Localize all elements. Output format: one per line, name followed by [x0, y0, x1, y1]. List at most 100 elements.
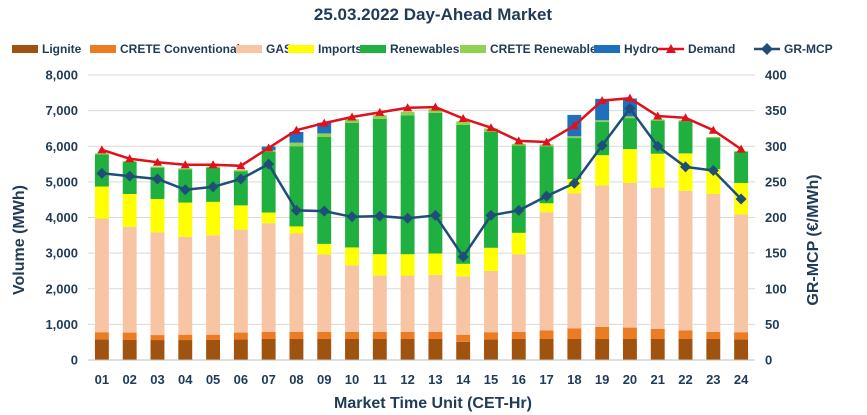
bar-segment-lignite-12: [400, 338, 415, 360]
legend-item-renewables: Renewables: [360, 42, 460, 56]
bar-segment-crete-renewables-08: [289, 142, 304, 147]
bar-segment-lignite-15: [484, 339, 498, 360]
bar-segment-gas-08: [289, 233, 304, 332]
legend-swatch: [90, 45, 116, 53]
bar-segment-lignite-23: [706, 338, 721, 360]
bar-segment-renewables-23: [706, 138, 721, 170]
bar-segment-gas-13: [428, 274, 443, 332]
bar-segment-crete-conventional-06: [233, 332, 248, 340]
bar-segment-crete-conventional-22: [678, 330, 693, 339]
bar-segment-lignite-03: [150, 340, 165, 360]
y2-tick-label: 300: [765, 139, 787, 154]
legend-swatch: [460, 45, 486, 53]
bar-segment-crete-conventional-04: [178, 334, 193, 341]
chart-title: 25.03.2022 Day-Ahead Market: [314, 5, 552, 24]
bar-segment-gas-11: [372, 275, 387, 332]
bar-segment-lignite-02: [122, 339, 137, 360]
demand-marker-24: [736, 144, 746, 153]
bar-segment-imports-12: [400, 254, 415, 276]
bar-segment-crete-conventional-21: [650, 329, 665, 339]
gr-mcp-marker-08: [290, 204, 302, 216]
demand-marker-08: [291, 125, 301, 134]
demand-marker-04: [180, 160, 190, 169]
gr-mcp-marker-23: [707, 164, 719, 176]
x-tick-label: 22: [678, 372, 692, 387]
bar-segment-gas-06: [233, 229, 248, 333]
bar-segment-lignite-05: [206, 339, 221, 360]
legend-swatch: [360, 45, 386, 53]
demand-marker-05: [208, 160, 218, 169]
demand-marker-18: [569, 121, 579, 130]
demand-marker-07: [264, 143, 274, 152]
demand-marker-23: [708, 125, 718, 134]
legend-swatch: [594, 45, 620, 53]
gr-mcp-marker-19: [596, 140, 608, 152]
bar-segment-crete-conventional-19: [595, 326, 610, 339]
bar-segment-lignite-04: [178, 340, 193, 360]
bar-segment-lignite-06: [233, 339, 248, 360]
bar-segment-hydro-09: [317, 122, 332, 134]
bar-segment-crete-conventional-09: [317, 331, 332, 339]
x-tick-label: 15: [484, 372, 498, 387]
legend-label: CRETE Conventional: [120, 42, 240, 56]
bar-segment-renewables-16: [511, 145, 526, 233]
y-tick-label: 5,000: [45, 174, 78, 189]
x-tick-label: 16: [512, 372, 526, 387]
bar-segment-lignite-24: [734, 339, 749, 360]
bar-segment-crete-conventional-23: [706, 331, 721, 339]
bar-segment-renewables-14: [456, 124, 471, 264]
y2-tick-label: 250: [765, 174, 787, 189]
demand-marker-21: [653, 111, 663, 120]
gr-mcp-marker-21: [652, 140, 664, 152]
legend-label: Imports: [318, 42, 362, 56]
demand-marker-11: [375, 107, 385, 116]
bar-segment-imports-08: [289, 226, 304, 234]
demand-marker-10: [347, 112, 357, 121]
bar-segment-lignite-11: [372, 338, 387, 360]
bar-segment-crete-renewables-09: [317, 133, 332, 137]
bar-segment-crete-conventional-02: [122, 332, 137, 340]
bar-segment-lignite-13: [428, 338, 443, 360]
bar-segment-crete-conventional-05: [206, 334, 221, 340]
bar-segment-crete-conventional-20: [622, 327, 637, 339]
bar-segment-lignite-18: [567, 338, 582, 360]
y-tick-label: 0: [71, 353, 78, 368]
x-tick-label: 11: [373, 372, 387, 387]
bar-segment-gas-17: [539, 212, 554, 331]
x-tick-label: 18: [567, 372, 581, 387]
demand-marker-03: [152, 157, 162, 166]
bar-segment-renewables-24: [734, 151, 749, 183]
bar-segment-lignite-14: [456, 341, 471, 360]
legend-label: CRETE Renewables: [490, 42, 604, 56]
bar-segment-renewables-11: [372, 118, 387, 255]
x-tick-label: 23: [706, 372, 720, 387]
gr-mcp-line: [101, 106, 742, 259]
legend-label: GR-MCP: [784, 42, 833, 56]
bar-segment-lignite-19: [595, 338, 610, 360]
legend-item-lignite: Lignite: [12, 42, 82, 56]
legend-item-gr-mcp: GR-MCP: [754, 42, 833, 56]
demand-marker-01: [97, 145, 107, 154]
bar-segment-crete-renewables-01: [94, 153, 109, 155]
bar-segment-gas-12: [400, 275, 415, 332]
bar-segment-renewables-09: [317, 136, 332, 244]
y2-axis-title: GR-MCP (€/MWh): [805, 174, 822, 305]
demand-marker-14: [458, 113, 468, 122]
bar-segment-imports-04: [178, 202, 193, 237]
bar-segment-gas-07: [261, 223, 276, 332]
y-tick-label: 2,000: [45, 281, 78, 296]
x-tick-label: 03: [150, 372, 164, 387]
bar-segment-imports-07: [261, 212, 276, 224]
bar-segment-imports-03: [150, 198, 165, 233]
gr-mcp-marker-16: [513, 204, 525, 216]
y2-tick-label: 0: [765, 353, 772, 368]
bar-segment-crete-renewables-21: [650, 119, 665, 121]
legend-label: Demand: [688, 42, 735, 56]
bar-segment-crete-renewables-12: [400, 111, 415, 116]
bar-segment-imports-16: [511, 232, 526, 255]
x-tick-label: 14: [456, 372, 471, 387]
demand-marker-20: [625, 93, 635, 102]
gr-mcp-marker-12: [402, 212, 414, 224]
bar-segment-crete-renewables-04: [178, 168, 193, 170]
bar-segment-crete-conventional-12: [400, 331, 415, 339]
